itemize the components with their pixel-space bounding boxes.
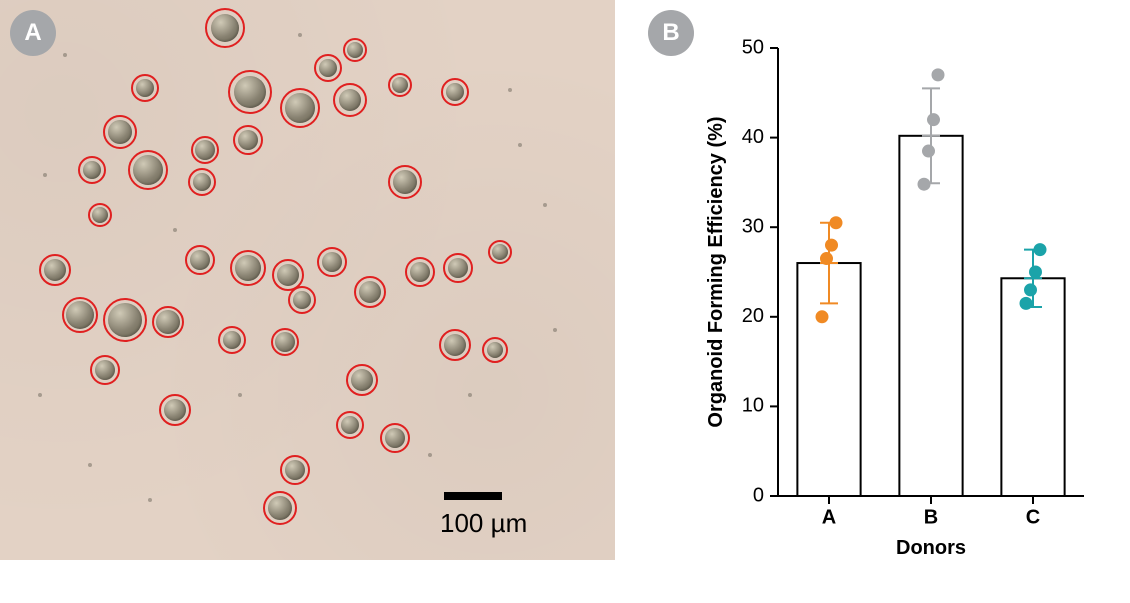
- speck: [63, 53, 67, 57]
- detection-circle: [90, 355, 120, 385]
- speck: [43, 173, 47, 177]
- scalebar: [444, 492, 502, 500]
- detection-circle: [205, 8, 245, 48]
- detection-circle: [280, 88, 320, 128]
- figure-root: 100 µm A 0 10 20 30 40 50 Organoid Forming Effi…: [0, 0, 1130, 603]
- detection-circle: [159, 394, 191, 426]
- detection-circle: [103, 298, 147, 342]
- data-point: [932, 68, 945, 81]
- speck: [468, 393, 472, 397]
- detection-circle: [441, 78, 469, 106]
- data-point: [1029, 266, 1042, 279]
- speck: [148, 498, 152, 502]
- detection-circle: [131, 74, 159, 102]
- detection-circle: [152, 306, 184, 338]
- speck: [38, 393, 42, 397]
- detection-circle: [188, 168, 216, 196]
- scalebar-label: 100 µm: [440, 508, 527, 539]
- panel-b-badge-label: B: [662, 19, 679, 47]
- speck: [428, 453, 432, 457]
- detection-circle: [88, 203, 112, 227]
- x-axis-title: Donors: [896, 537, 966, 559]
- panel-b-badge: B: [648, 10, 694, 56]
- speck: [518, 143, 522, 147]
- panel-a-badge-label: A: [24, 19, 41, 47]
- detection-circle: [191, 136, 219, 164]
- detection-circle: [336, 411, 364, 439]
- detection-circle: [482, 337, 508, 363]
- data-point: [927, 113, 940, 126]
- y-tick-label: 50: [742, 36, 764, 58]
- data-point: [1034, 243, 1047, 256]
- data-point: [1024, 283, 1037, 296]
- detection-circle: [346, 364, 378, 396]
- detection-circle: [271, 328, 299, 356]
- detection-circle: [128, 150, 168, 190]
- y-tick-label: 30: [742, 215, 764, 237]
- bar: [899, 136, 962, 496]
- panel-a-badge: A: [10, 10, 56, 56]
- detection-circle: [288, 286, 316, 314]
- data-point: [918, 178, 931, 191]
- detection-circle: [103, 115, 137, 149]
- data-point: [825, 239, 838, 252]
- x-tick-label: A: [822, 507, 836, 529]
- detection-circle: [388, 73, 412, 97]
- x-tick-label: C: [1026, 507, 1040, 529]
- bar: [1001, 278, 1064, 496]
- detection-circle: [280, 455, 310, 485]
- speck: [543, 203, 547, 207]
- detection-circle: [78, 156, 106, 184]
- detection-circle: [218, 326, 246, 354]
- speck: [553, 328, 557, 332]
- detection-circle: [343, 38, 367, 62]
- bar-chart: 0 10 20 30 40 50 Organoid Forming Efficiency (…: [648, 0, 1128, 600]
- detection-circle: [333, 83, 367, 117]
- data-point: [830, 216, 843, 229]
- y-tick-label: 0: [753, 484, 764, 506]
- detection-circle: [228, 70, 272, 114]
- y-tick-label: 40: [742, 126, 764, 148]
- detection-circle: [263, 491, 297, 525]
- detection-circle: [380, 423, 410, 453]
- y-axis-title: Organoid Forming Efficiency (%): [705, 116, 727, 427]
- detection-circle: [230, 250, 266, 286]
- speck: [238, 393, 242, 397]
- detection-circle: [488, 240, 512, 264]
- speck: [173, 228, 177, 232]
- detection-circle: [317, 247, 347, 277]
- speck: [298, 33, 302, 37]
- y-tick-label: 10: [742, 395, 764, 417]
- data-point: [820, 252, 833, 265]
- detection-circle: [354, 276, 386, 308]
- detection-circle: [443, 253, 473, 283]
- data-point: [922, 145, 935, 158]
- detection-circle: [405, 257, 435, 287]
- speck: [508, 88, 512, 92]
- detection-circle: [39, 254, 71, 286]
- microscopy-image: 100 µm: [0, 0, 615, 560]
- x-tick-label: B: [924, 507, 938, 529]
- data-point: [816, 310, 829, 323]
- detection-circle: [233, 125, 263, 155]
- y-tick-label: 20: [742, 305, 764, 327]
- detection-circle: [185, 245, 215, 275]
- detection-circle: [439, 329, 471, 361]
- detection-circle: [388, 165, 422, 199]
- detection-circle: [62, 297, 98, 333]
- speck: [88, 463, 92, 467]
- data-point: [1020, 297, 1033, 310]
- detection-circle: [314, 54, 342, 82]
